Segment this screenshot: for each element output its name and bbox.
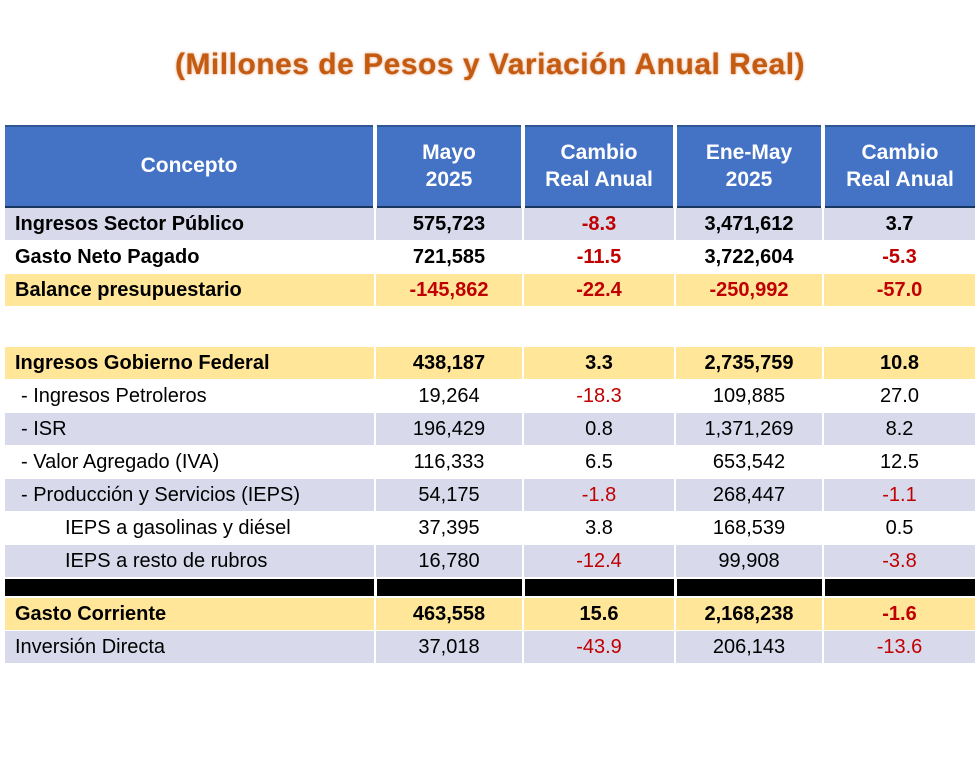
header-cambio-real-anual-mayo: Cambio Real Anual xyxy=(521,125,675,208)
cell-enemay: 3,722,604 xyxy=(674,240,823,274)
cell-cambio-mayo: -11.5 xyxy=(522,240,675,274)
table-row-gasto-neto-pagado: Gasto Neto Pagado 721,585 -11.5 3,722,60… xyxy=(5,240,975,274)
cell-cambio-enemay: 10.8 xyxy=(822,346,975,380)
row-label: Gasto Neto Pagado xyxy=(5,240,375,274)
table-row-ieps-resto-rubros: IEPS a resto de rubros 16,780 -12.4 99,9… xyxy=(5,544,975,578)
table-row-ingresos-sector-publico: Ingresos Sector Público 575,723 -8.3 3,4… xyxy=(5,206,975,241)
header-mayo-2025: Mayo 2025 xyxy=(373,125,523,208)
cell-mayo: 575,723 xyxy=(374,206,523,241)
cell-cambio-mayo: -43.9 xyxy=(522,630,675,663)
page-title: (Millones de Pesos y Variación Anual Rea… xyxy=(174,48,806,81)
cell-mayo: 16,780 xyxy=(374,544,523,578)
cell-cambio-mayo: 15.6 xyxy=(522,596,675,631)
header-cambio-real-anual-acum: Cambio Real Anual xyxy=(821,125,975,208)
fiscal-table: Concepto Mayo 2025 Cambio Real Anual Ene… xyxy=(5,125,975,663)
table-row-ingresos-gobierno-federal: Ingresos Gobierno Federal 438,187 3.3 2,… xyxy=(5,346,975,380)
cell-cambio-mayo: -18.3 xyxy=(522,379,675,413)
cell-enemay: 168,539 xyxy=(674,511,823,545)
cell-enemay: 206,143 xyxy=(674,630,823,663)
header-row: Concepto Mayo 2025 Cambio Real Anual Ene… xyxy=(5,125,975,208)
cell-cambio-enemay: 0.5 xyxy=(822,511,975,545)
row-label: - Valor Agregado (IVA) xyxy=(5,445,375,479)
cell-enemay: 1,371,269 xyxy=(674,412,823,446)
table-row-ingresos-petroleros: - Ingresos Petroleros 19,264 -18.3 109,8… xyxy=(5,379,975,413)
cell-cambio-enemay: -5.3 xyxy=(822,240,975,274)
separator-cell xyxy=(821,577,975,598)
cell-enemay: 268,447 xyxy=(674,478,823,512)
cell-mayo: 463,558 xyxy=(374,596,523,631)
cell-cambio-enemay: -57.0 xyxy=(822,273,975,306)
cell-mayo: 196,429 xyxy=(374,412,523,446)
table-row-produccion-servicios-ieps: - Producción y Servicios (IEPS) 54,175 -… xyxy=(5,478,975,512)
cell-cambio-mayo: -12.4 xyxy=(522,544,675,578)
row-label: Gasto Corriente xyxy=(5,596,375,631)
cell-cambio-enemay: 3.7 xyxy=(822,206,975,241)
cell-enemay: 653,542 xyxy=(674,445,823,479)
header-ene-may-2025: Ene-May 2025 xyxy=(673,125,823,208)
cell-enemay: 2,735,759 xyxy=(674,346,823,380)
separator-cell xyxy=(521,577,675,598)
cell-cambio-mayo: 3.8 xyxy=(522,511,675,545)
row-label: - Producción y Servicios (IEPS) xyxy=(5,478,375,512)
row-label: - Ingresos Petroleros xyxy=(5,379,375,413)
cell-cambio-mayo: 3.3 xyxy=(522,346,675,380)
cell-cambio-mayo: 6.5 xyxy=(522,445,675,479)
separator-cell xyxy=(5,577,375,598)
table-row-inversion-directa: Inversión Directa 37,018 -43.9 206,143 -… xyxy=(5,630,975,663)
cell-cambio-enemay: 8.2 xyxy=(822,412,975,446)
table-row-gasto-corriente: Gasto Corriente 463,558 15.6 2,168,238 -… xyxy=(5,596,975,631)
cell-cambio-mayo: -22.4 xyxy=(522,273,675,306)
cell-enemay: 2,168,238 xyxy=(674,596,823,631)
row-label: - ISR xyxy=(5,412,375,446)
table-row-ieps-gasolinas-diesel: IEPS a gasolinas y diésel 37,395 3.8 168… xyxy=(5,511,975,545)
row-label: Inversión Directa xyxy=(5,630,375,663)
cell-cambio-enemay: 12.5 xyxy=(822,445,975,479)
cell-enemay: -250,992 xyxy=(674,273,823,306)
header-concepto: Concepto xyxy=(5,125,375,208)
cell-enemay: 109,885 xyxy=(674,379,823,413)
row-label: IEPS a gasolinas y diésel xyxy=(5,511,375,545)
row-label: Balance presupuestario xyxy=(5,273,375,306)
separator-row xyxy=(5,577,975,598)
cell-cambio-mayo: 0.8 xyxy=(522,412,675,446)
table-row-valor-agregado-iva: - Valor Agregado (IVA) 116,333 6.5 653,5… xyxy=(5,445,975,479)
row-label: Ingresos Gobierno Federal xyxy=(5,346,375,380)
cell-mayo: 37,395 xyxy=(374,511,523,545)
spacer-row xyxy=(5,306,975,347)
cell-enemay: 99,908 xyxy=(674,544,823,578)
cell-mayo: -145,862 xyxy=(374,273,523,306)
cell-mayo: 54,175 xyxy=(374,478,523,512)
cell-mayo: 37,018 xyxy=(374,630,523,663)
cell-enemay: 3,471,612 xyxy=(674,206,823,241)
table-row-balance-presupuestario: Balance presupuestario -145,862 -22.4 -2… xyxy=(5,273,975,306)
separator-cell xyxy=(373,577,523,598)
cell-cambio-mayo: -1.8 xyxy=(522,478,675,512)
cell-cambio-enemay: 27.0 xyxy=(822,379,975,413)
cell-cambio-mayo: -8.3 xyxy=(522,206,675,241)
table-row-isr: - ISR 196,429 0.8 1,371,269 8.2 xyxy=(5,412,975,446)
cell-mayo: 438,187 xyxy=(374,346,523,380)
cell-cambio-enemay: -13.6 xyxy=(822,630,975,663)
separator-cell xyxy=(673,577,823,598)
cell-mayo: 19,264 xyxy=(374,379,523,413)
cell-cambio-enemay: -1.6 xyxy=(822,596,975,631)
cell-mayo: 116,333 xyxy=(374,445,523,479)
row-label: Ingresos Sector Público xyxy=(5,206,375,241)
row-label: IEPS a resto de rubros xyxy=(5,544,375,578)
cell-cambio-enemay: -1.1 xyxy=(822,478,975,512)
cell-cambio-enemay: -3.8 xyxy=(822,544,975,578)
cell-mayo: 721,585 xyxy=(374,240,523,274)
